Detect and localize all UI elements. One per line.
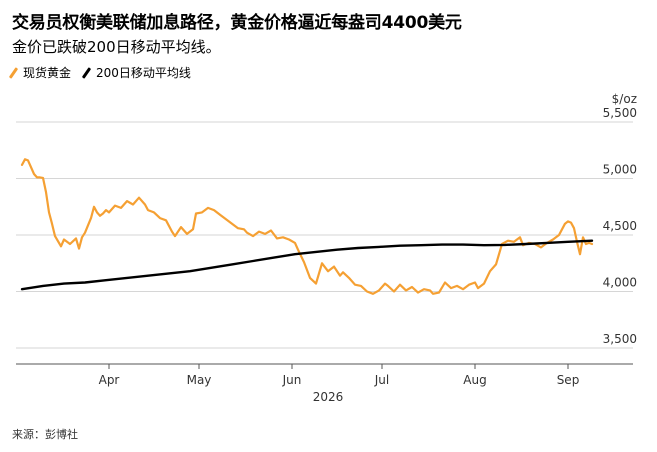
series-line-spot-gold (20, 158, 594, 295)
x-tick-label: Sep (557, 373, 580, 387)
x-tick-label: Jul (374, 373, 389, 387)
x-tick-label: Apr (99, 373, 120, 387)
series-line-200d-ma (20, 239, 594, 291)
legend-label-spot-gold: 现货黄金 (23, 66, 72, 80)
y-tick-label: 5,500 (603, 106, 637, 120)
y-unit-label: $/oz (612, 92, 637, 106)
legend-item-200d-ma: 200日移动平均线 (81, 64, 191, 81)
y-tick-label: 3,500 (603, 332, 637, 346)
y-tick-label: 5,000 (603, 163, 637, 177)
chart-subtitle: 金价已跌破200日移动平均线。 (12, 38, 221, 56)
source-note: 来源：彭博社 (12, 428, 78, 441)
legend-item-spot-gold: 现货黄金 (8, 64, 72, 81)
legend-label-200d-ma: 200日移动平均线 (96, 66, 191, 80)
chart-legend: 现货黄金 200日移动平均线 (8, 64, 205, 81)
y-tick-label: 4,000 (603, 276, 637, 290)
x-tick-label: May (187, 373, 212, 387)
chart-title: 交易员权衡美联储加息路径，黄金价格逼近每盎司4400美元 (12, 13, 462, 33)
x-year-label: 2026 (313, 390, 344, 404)
y-tick-label: 4,500 (603, 219, 637, 233)
x-tick-label: Jun (282, 373, 302, 387)
x-tick-label: Aug (463, 373, 486, 387)
